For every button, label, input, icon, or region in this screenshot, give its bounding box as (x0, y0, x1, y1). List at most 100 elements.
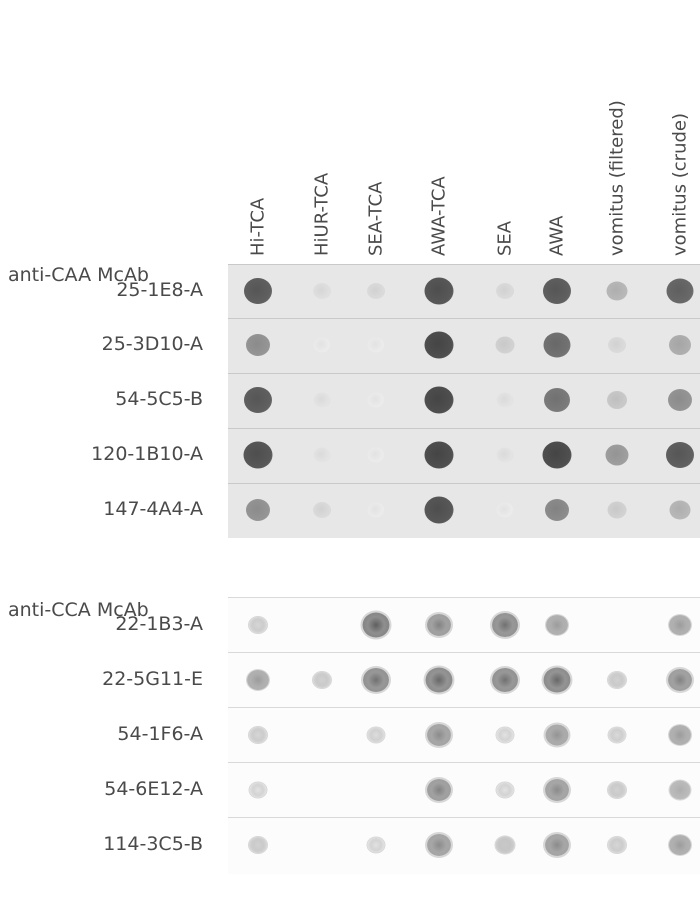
blot-dot (249, 617, 267, 633)
column-label-sea-tca: SEA-TCA (361, 6, 391, 256)
blot-dot (543, 667, 571, 693)
blot-dot (249, 837, 267, 853)
blot-dot (313, 502, 331, 518)
blot-dot (668, 389, 692, 411)
column-label-text: vomitus (filtered) (606, 100, 628, 256)
blot-dot (247, 670, 269, 690)
blot-dot (669, 335, 691, 355)
row-label: 120-1B10-A (91, 443, 203, 465)
blot-dot (424, 441, 454, 469)
blot-dot (367, 837, 385, 853)
membrane-strip (228, 264, 700, 319)
column-label-hiur-tca: HiUR-TCA (307, 6, 337, 256)
blot-dot (608, 782, 626, 798)
blot-dot (546, 615, 568, 635)
blot-dot (608, 727, 626, 743)
row-label: 114-3C5-B (103, 833, 203, 855)
column-label-hi-tca: Hi-TCA (243, 6, 273, 256)
blot-dot (545, 724, 569, 746)
blot-dot (313, 392, 331, 408)
column-label-text: AWA-TCA (428, 176, 450, 256)
column-label-vomitus-crude: vomitus (crude) (665, 6, 695, 256)
blot-dot (545, 499, 569, 521)
blot-dot (668, 669, 692, 691)
blot-dot (492, 668, 518, 692)
blot-dot (669, 835, 691, 855)
membrane-strip (228, 318, 700, 373)
blot-dot (244, 278, 272, 304)
blot-dot (496, 727, 514, 743)
membrane-strip (228, 762, 700, 819)
blot-dot (543, 278, 571, 304)
blot-dot (367, 447, 385, 463)
column-label-sea: SEA (490, 6, 520, 256)
blot-dot (607, 501, 627, 519)
blot-dot (669, 615, 691, 635)
blot-dot (542, 441, 572, 469)
blot-dot (424, 331, 454, 359)
blot-dot (246, 499, 270, 521)
column-label-awa: AWA (542, 6, 572, 256)
blot-dot (669, 500, 691, 520)
blot-dot (669, 780, 691, 800)
row-label: 54-6E12-A (104, 778, 203, 800)
blot-dot (427, 834, 451, 856)
blot-dot (425, 667, 453, 693)
blot-dot (496, 392, 514, 408)
blot-dot (427, 724, 451, 746)
column-label-awa-tca: AWA-TCA (424, 6, 454, 256)
row-label: 22-5G11-E (102, 668, 203, 690)
column-label-text: Hi-TCA (247, 197, 269, 256)
membrane-strip (228, 373, 700, 428)
row-label: 25-1E8-A (116, 279, 203, 301)
column-label-text: HiUR-TCA (311, 172, 333, 256)
blot-dot (243, 441, 273, 469)
membrane-strip (228, 428, 700, 483)
blot-dot (424, 277, 454, 305)
membrane-strip (228, 483, 700, 538)
blot-dot (496, 447, 514, 463)
blot-dot (362, 612, 390, 638)
column-label-text: AWA (546, 215, 568, 256)
group-label-anti-caa-mcab: anti-CAA McAb (8, 264, 149, 286)
blot-dot (313, 672, 331, 688)
blot-dot (367, 337, 385, 353)
blot-dot (608, 837, 626, 853)
membrane-strip (228, 652, 700, 709)
blot-dot (608, 337, 626, 353)
group-label-anti-cca-mcab: anti-CCA McAb (8, 599, 149, 621)
blot-dot (427, 614, 451, 636)
blot-dot (495, 836, 515, 854)
blot-dot (669, 725, 691, 745)
blot-dot (666, 278, 694, 304)
membrane-strip (228, 817, 700, 874)
column-label-text: SEA-TCA (365, 181, 387, 256)
blot-dot (544, 388, 570, 412)
membrane-strip (228, 597, 700, 654)
blot-dot (606, 281, 628, 301)
blot-dot (424, 496, 454, 524)
blot-dot (495, 336, 515, 354)
column-label-text: vomitus (crude) (669, 112, 691, 256)
row-label: 22-1B3-A (115, 613, 203, 635)
blot-dot (313, 283, 331, 299)
blot-dot (249, 727, 267, 743)
blot-dot (313, 337, 331, 353)
blot-dot (427, 779, 451, 801)
blot-dot (424, 386, 454, 414)
blot-dot (367, 727, 385, 743)
blot-dot (492, 613, 518, 637)
blot-dot (363, 668, 389, 692)
blot-dot (367, 283, 385, 299)
blot-dot (496, 283, 514, 299)
row-label: 54-1F6-A (117, 723, 203, 745)
blot-dot (608, 672, 626, 688)
column-label-text: SEA (494, 220, 516, 256)
blot-dot (605, 444, 629, 466)
blot-dot (545, 834, 569, 856)
blot-dot (246, 334, 270, 356)
column-label-vomitus-filtered: vomitus (filtered) (602, 6, 632, 256)
blot-dot (545, 779, 569, 801)
blot-dot (607, 391, 627, 409)
blot-dot (367, 502, 385, 518)
